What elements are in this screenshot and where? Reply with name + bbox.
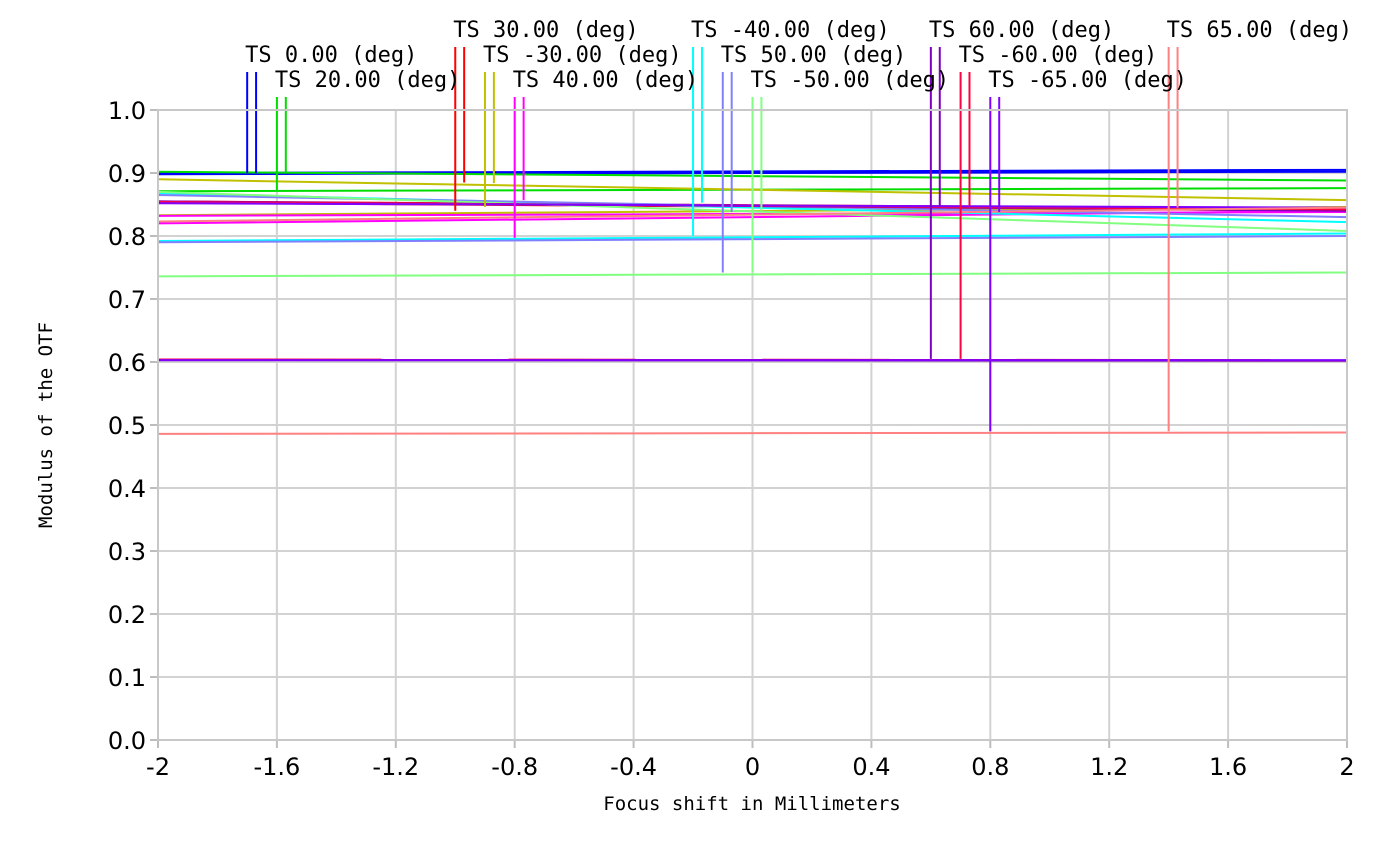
y-tick-label: 0.6: [108, 349, 146, 377]
x-tick-label: 1.2: [1090, 753, 1128, 781]
x-tick-label: -1.6: [253, 753, 300, 781]
y-tick-label: 0.8: [108, 223, 146, 251]
y-tick-label: 0.9: [108, 160, 146, 188]
x-tick-labels: -2 -1.6 -1.2 -0.8 -0.4 0 0.4 0.8 1.2 1.6 2: [146, 753, 1355, 781]
series-line: [157, 431, 1348, 435]
x-tick-label: 0.8: [971, 753, 1009, 781]
legend-entry: TS 20.00 (deg): [275, 68, 460, 93]
legend-entry: TS 65.00 (deg): [1167, 18, 1352, 43]
x-tick-label: 1.6: [1209, 753, 1247, 781]
y-tick-label: 0.1: [108, 664, 146, 692]
x-tick-label: -0.4: [610, 753, 657, 781]
legend-markers: [246, 47, 1179, 432]
plot-frame: [157, 109, 1348, 741]
y-tick-label: 0.4: [108, 475, 146, 503]
legend-entry: TS 0.00 (deg): [245, 43, 417, 68]
y-tick-label: 0.2: [108, 601, 146, 629]
y-tick-label: 0.3: [108, 538, 146, 566]
x-tick-label: -2: [146, 753, 170, 781]
y-tick-label: 0.5: [108, 412, 146, 440]
x-tick-label: 0.4: [852, 753, 890, 781]
legend-entry: TS 50.00 (deg): [721, 43, 906, 68]
legend-entry: TS 40.00 (deg): [513, 68, 698, 93]
x-tick-label: 2: [1339, 753, 1354, 781]
x-tick-label: 0: [745, 753, 760, 781]
y-tick-labels: 0.0 0.1 0.2 0.3 0.4 0.5 0.6 0.7 0.8 0.9 1.0: [108, 97, 146, 755]
legend-entry: TS -40.00 (deg): [691, 18, 890, 43]
y-tick-label: 0.0: [108, 727, 146, 755]
y-axis-title: Modulus of the OTF: [35, 322, 57, 528]
series-line: [157, 271, 1348, 278]
y-tick-label: 0.7: [108, 286, 146, 314]
legend: TS 0.00 (deg)TS 20.00 (deg) TS 30.00 (deg…: [245, 18, 1352, 93]
y-tick-label: 1.0: [108, 97, 146, 125]
x-tick-label: -0.8: [491, 753, 538, 781]
x-tick-label: -1.2: [372, 753, 419, 781]
x-axis-title: Focus shift in Millimeters: [603, 793, 900, 815]
legend-entry: TS -50.00 (deg): [751, 68, 950, 93]
legend-entry: TS 60.00 (deg): [929, 18, 1114, 43]
legend-entry: TS -65.00 (deg): [988, 68, 1187, 93]
legend-entry: TS -60.00 (deg): [959, 43, 1158, 68]
legend-entry: TS 30.00 (deg): [453, 18, 638, 43]
legend-entry: TS -30.00 (deg): [483, 43, 682, 68]
